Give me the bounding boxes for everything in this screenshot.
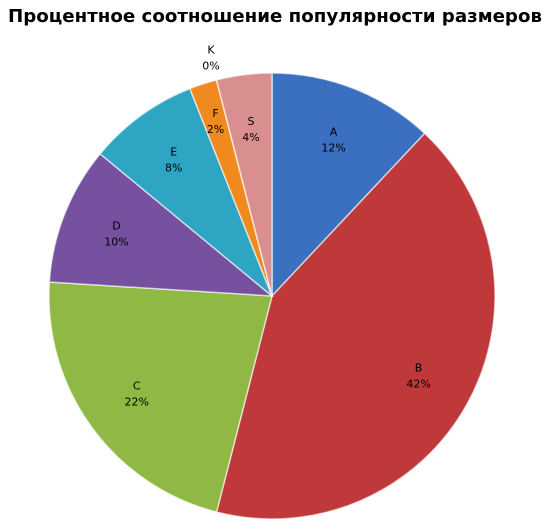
slice-category-label: C xyxy=(133,379,141,392)
slice-category-label: K xyxy=(207,43,215,56)
slice-category-label: S xyxy=(248,115,255,128)
slice-value-label: 2% xyxy=(207,123,224,136)
slice-value-label: 10% xyxy=(104,235,128,248)
slice-value-label: 12% xyxy=(321,141,345,154)
slice-value-label: 4% xyxy=(242,131,259,144)
slice-category-label: F xyxy=(212,107,218,120)
pie-slice xyxy=(99,87,273,297)
pie-slice xyxy=(215,132,496,520)
slice-category-label: D xyxy=(112,219,120,232)
slice-value-label: 8% xyxy=(165,162,182,175)
pie-slice xyxy=(48,152,275,297)
slice-category-label: E xyxy=(170,146,177,159)
slice-category-label: A xyxy=(330,125,338,138)
pie-slice xyxy=(48,281,273,513)
slice-category-label: B xyxy=(415,362,423,375)
pie-slice xyxy=(215,72,273,297)
slice-value-label: 0% xyxy=(202,59,219,72)
slice-value-label: 42% xyxy=(406,378,430,391)
pie-slice xyxy=(271,72,426,298)
slice-value-label: 22% xyxy=(124,395,148,408)
chart-title: Процентное соотношение популярности разм… xyxy=(8,6,542,27)
